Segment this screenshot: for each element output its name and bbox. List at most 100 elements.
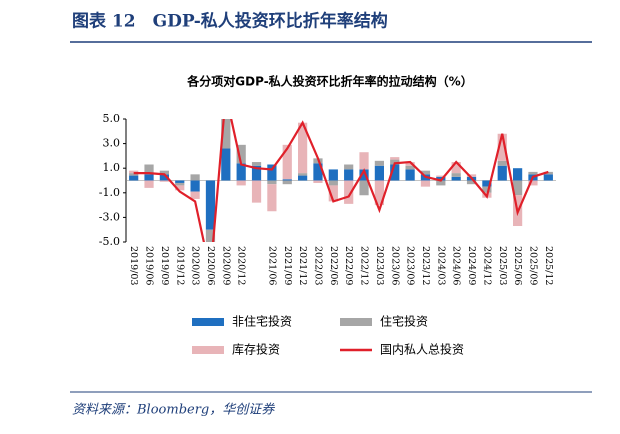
- x-tick-label: 2025/09: [527, 246, 538, 285]
- bar: [190, 191, 200, 199]
- x-tick-label: 2023/06: [389, 246, 400, 285]
- bar: [144, 180, 154, 188]
- bar: [159, 174, 169, 181]
- x-tick-label: 2023/03: [374, 246, 385, 285]
- x-tick-label: 2025/12: [543, 246, 554, 285]
- legend-swatch: [340, 318, 372, 326]
- bar: [267, 180, 277, 185]
- bar: [482, 180, 492, 187]
- x-tick-label: 2019/06: [144, 246, 155, 285]
- bar: [497, 160, 507, 166]
- bar: [298, 175, 308, 181]
- legend-swatch: [192, 346, 224, 354]
- bar: [451, 176, 461, 181]
- bar: [359, 180, 369, 196]
- x-tick-label: 2022/03: [312, 246, 323, 285]
- bar: [528, 180, 538, 186]
- bar: [420, 180, 431, 187]
- bar: [282, 180, 292, 185]
- legend-label: 住宅投资: [380, 314, 428, 329]
- x-tick-label: 2025/06: [512, 246, 523, 285]
- bar: [190, 180, 200, 192]
- bar: [405, 162, 415, 166]
- bar: [129, 175, 139, 181]
- bar: [359, 152, 369, 170]
- source: 资料来源：Bloomberg，华创证券: [72, 403, 275, 418]
- x-tick-label: 2024/09: [466, 246, 477, 285]
- bar: [374, 165, 384, 181]
- x-tick-label: 2023/12: [420, 246, 431, 285]
- bar: [251, 180, 262, 203]
- legend-swatch: [192, 318, 224, 326]
- bar: [482, 186, 492, 193]
- bar: [159, 170, 169, 175]
- bar: [144, 164, 154, 175]
- y-tick-label: 5.0: [103, 112, 121, 125]
- bar: [497, 133, 507, 161]
- bar: [344, 180, 354, 204]
- bar: [159, 180, 169, 182]
- bar: [282, 144, 292, 180]
- bar: [359, 169, 369, 181]
- bar: [236, 180, 246, 186]
- bar: [436, 176, 446, 181]
- x-tick-label: 2021/09: [282, 246, 293, 285]
- x-tick-label: 2024/06: [451, 246, 462, 285]
- legend-label: 非住宅投资: [232, 314, 292, 329]
- line: [133, 119, 549, 242]
- bar: [344, 169, 354, 181]
- x-tick-label: 2019/03: [128, 246, 139, 285]
- bar: [528, 171, 538, 175]
- bar: [390, 164, 400, 181]
- bar: [497, 165, 507, 181]
- y-tick-label: -5.0: [99, 235, 120, 248]
- bar: [298, 173, 308, 176]
- bar: [267, 184, 277, 212]
- x-tick-label: 2021/06: [266, 246, 277, 285]
- bar: [205, 229, 216, 242]
- bar: [374, 160, 384, 166]
- x-tick-label: 2020/09: [220, 246, 231, 285]
- y-tick-label: -3.0: [99, 210, 120, 223]
- bar: [420, 170, 431, 175]
- bar: [129, 173, 139, 176]
- bar: [175, 180, 185, 183]
- chart-title: 各分项对GDP-私人投资环比折年率的拉动结构（%）: [186, 74, 472, 89]
- x-tick-label: 2024/03: [435, 246, 446, 285]
- x-tick-label: 2022/06: [328, 246, 339, 285]
- bar: [328, 185, 338, 202]
- bar: [405, 169, 415, 181]
- bar: [313, 180, 323, 183]
- bar: [405, 165, 415, 170]
- bar: [236, 144, 246, 164]
- bar: [251, 165, 262, 181]
- x-tick-label: 2020/03: [190, 246, 201, 285]
- x-tick-label: 2022/12: [359, 246, 370, 285]
- x-tick-label: 2019/12: [174, 246, 185, 285]
- bar: [344, 164, 354, 170]
- bar: [175, 182, 185, 186]
- bar: [466, 180, 477, 185]
- bar: [513, 180, 523, 196]
- bar: [251, 162, 262, 166]
- y-tick-label: 1.0: [103, 161, 121, 174]
- x-tick-label: 2020/12: [236, 246, 247, 285]
- bar: [436, 175, 446, 177]
- bar: [513, 168, 523, 181]
- bar: [129, 170, 139, 174]
- bar: [543, 174, 553, 181]
- x-tick-label: 2025/03: [497, 246, 508, 285]
- x-tick-label: 2023/09: [405, 246, 416, 285]
- x-tick-label: 2019/09: [159, 246, 170, 285]
- bar: [390, 157, 400, 160]
- bar: [328, 180, 338, 186]
- bar: [267, 164, 277, 181]
- bar: [205, 180, 216, 230]
- bar: [175, 185, 185, 191]
- x-tick-label: 2020/06: [205, 246, 216, 285]
- bar: [451, 162, 461, 174]
- x-tick-label: 2021/12: [297, 246, 308, 285]
- figure-title: 图表 12 GDP-私人投资环比折年率结构: [72, 11, 388, 32]
- bar: [190, 174, 200, 181]
